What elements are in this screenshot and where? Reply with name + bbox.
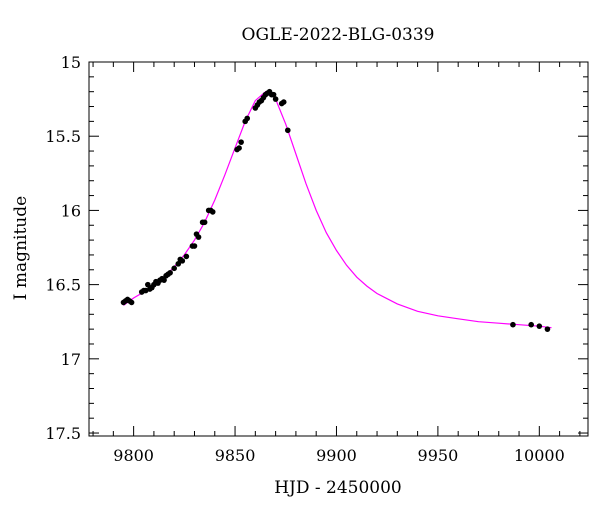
data-point [544, 326, 551, 332]
data-point [244, 115, 251, 122]
y-axis-title: I magnitude [11, 196, 31, 300]
data-point [171, 265, 177, 272]
data-point [272, 96, 279, 102]
data-point [179, 258, 186, 264]
data-point [201, 219, 208, 226]
x-axis-title: HJD - 2450000 [274, 478, 402, 498]
data-point [270, 91, 277, 98]
data-point [191, 243, 198, 249]
plot-content [120, 88, 552, 332]
axis-ticks [89, 61, 588, 436]
data-point [280, 99, 287, 105]
plot-frame [88, 61, 589, 437]
data-point [236, 145, 242, 151]
data-point [167, 269, 173, 276]
x-tick-label: 9950 [418, 446, 459, 465]
data-point [195, 234, 202, 240]
tick-labels: 9800 9850 9900 9950 10000 15 15.5 16 16.5 17 17.5 [45, 53, 564, 465]
y-tick-label: 16.5 [45, 276, 81, 295]
x-tick-label: 9850 [215, 446, 256, 465]
model-curve [123, 91, 552, 329]
x-tick-label: 10000 [514, 446, 565, 465]
data-point [175, 261, 182, 267]
data-point [183, 253, 190, 260]
data-point [510, 321, 516, 328]
data-point [238, 139, 244, 145]
data-point [536, 323, 543, 329]
x-tick-label: 9800 [113, 446, 154, 465]
y-tick-label: 15 [61, 53, 81, 72]
data-point [145, 281, 151, 288]
data-point [128, 299, 135, 306]
data-point [528, 321, 535, 328]
y-tick-label: 17 [61, 350, 81, 369]
y-tick-label: 16 [61, 201, 81, 220]
data-point [161, 277, 167, 283]
x-tick-label: 9900 [316, 446, 357, 465]
data-point [209, 209, 216, 215]
y-tick-label: 15.5 [45, 127, 81, 146]
data-point [284, 127, 291, 134]
chart-title: OGLE-2022-BLG-0339 [242, 25, 435, 45]
y-tick-label: 17.5 [45, 424, 81, 443]
